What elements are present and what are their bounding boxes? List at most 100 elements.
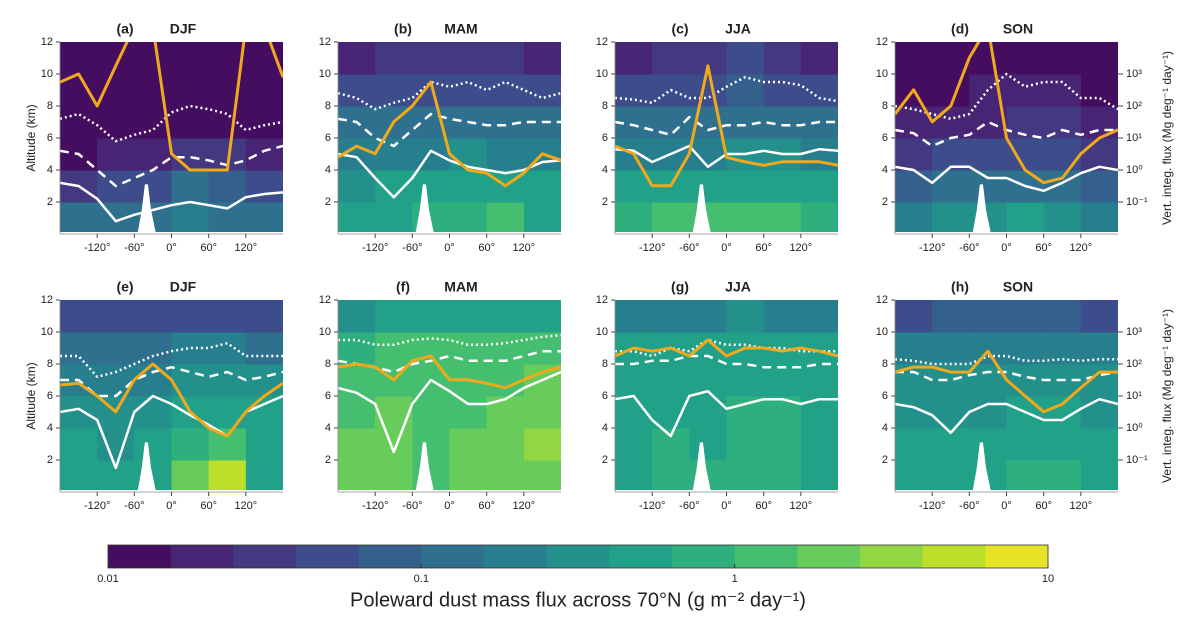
heat-cell xyxy=(208,74,247,107)
x-tick-label: 120° xyxy=(512,242,535,254)
heat-cell xyxy=(652,460,690,492)
altitude-line xyxy=(895,397,1118,435)
colorbar-tick-label: 0.01 xyxy=(97,573,118,585)
heat-cell xyxy=(1043,42,1082,75)
heat-cell xyxy=(615,74,653,107)
y-tick-label: 4 xyxy=(882,164,888,176)
heat-cell xyxy=(895,170,933,203)
x-tick-label: -60° xyxy=(959,242,979,254)
x-tick-label: 60° xyxy=(200,500,217,512)
altitude-line xyxy=(895,165,1118,193)
y-tick-label: 2 xyxy=(602,196,608,208)
heat-cell xyxy=(245,106,283,139)
heat-cell xyxy=(412,74,450,107)
heat-cell xyxy=(932,332,970,365)
y2-axis-label: Vert. integ. flux (Mg deg⁻¹ day⁻¹) xyxy=(1160,51,1174,225)
heat-cell xyxy=(412,138,450,171)
panel-title: SON xyxy=(1003,279,1033,295)
x-tick-label: 0° xyxy=(1001,242,1012,254)
y-tick-label: 6 xyxy=(47,390,53,402)
y-tick-label: 12 xyxy=(876,36,888,48)
y-tick-label: 10 xyxy=(876,68,888,80)
heat-cell xyxy=(523,428,561,461)
panel-title: DJF xyxy=(170,21,197,37)
heat-cell xyxy=(245,428,283,461)
heat-cell xyxy=(1080,202,1118,234)
heat-cell xyxy=(245,396,283,429)
ground xyxy=(60,232,283,234)
heat-cell xyxy=(60,106,98,139)
y2-tick-label: 10¹ xyxy=(1126,390,1142,402)
heat-cell xyxy=(1043,300,1082,333)
heat-cell xyxy=(1006,428,1045,461)
x-tick-label: -120° xyxy=(362,242,388,254)
heat-cell xyxy=(208,300,247,333)
heat-cell xyxy=(412,428,450,461)
heat-cell xyxy=(969,170,1007,203)
flux-line xyxy=(338,354,561,390)
heat-cell xyxy=(932,74,970,107)
heat-cell xyxy=(523,396,561,429)
plot-area xyxy=(60,300,283,492)
x-tick-label: 0° xyxy=(444,242,455,254)
heat-cell xyxy=(800,202,838,234)
heat-cell xyxy=(726,460,765,492)
x-tick-label: 0° xyxy=(721,242,732,254)
x-tick-label: -60° xyxy=(679,500,699,512)
y-tick-label: 12 xyxy=(41,294,53,306)
terrain xyxy=(137,184,157,234)
heat-cell xyxy=(800,396,838,429)
heat-cell xyxy=(1080,460,1118,492)
y2-tick-label: 10⁻¹ xyxy=(1126,454,1148,466)
y-tick-label: 2 xyxy=(325,454,331,466)
heat-cell xyxy=(523,202,561,234)
y-tick-label: 10 xyxy=(41,326,53,338)
panel-label: (d) xyxy=(951,21,969,37)
y-tick-label: 8 xyxy=(882,358,888,370)
heat-cell xyxy=(486,74,525,107)
altitude-line xyxy=(615,115,838,137)
ground xyxy=(338,490,561,492)
heat-cell xyxy=(615,364,653,397)
heat-cell xyxy=(969,300,1007,333)
panel-label: (c) xyxy=(671,21,688,37)
heat-cell xyxy=(763,170,802,203)
heat-cell xyxy=(800,428,838,461)
heat-cell xyxy=(171,428,210,461)
colorbar-label: Poleward dust mass flux across 70°N (g m… xyxy=(350,589,806,611)
colorbar-swatch xyxy=(296,545,360,568)
y-tick-label: 8 xyxy=(47,358,53,370)
heat-cell xyxy=(245,138,283,171)
heat-cell xyxy=(375,428,413,461)
heat-cell xyxy=(449,300,488,333)
colorbar-tick-label: 1 xyxy=(732,573,738,585)
y-tick-label: 4 xyxy=(325,422,331,434)
heat-cell xyxy=(726,202,765,234)
heat-cell xyxy=(615,42,653,75)
colorbar: 0.01 0.1 1 10 Poleward dust mass flux across… xyxy=(97,544,1054,611)
x-tick-label: -60° xyxy=(679,242,699,254)
panel-label: (a) xyxy=(116,21,133,37)
heat-cell xyxy=(652,300,690,333)
heat-cell xyxy=(615,300,653,333)
y2-tick-label: 10⁰ xyxy=(1126,422,1143,434)
terrain xyxy=(415,442,435,492)
heat-cell xyxy=(523,460,561,492)
altitude-line xyxy=(615,354,838,369)
heat-cell xyxy=(486,202,525,234)
heat-cell xyxy=(800,170,838,203)
y-axis-label: Altitude (km) xyxy=(24,104,38,171)
ground xyxy=(895,490,1118,492)
x-tick-label: 60° xyxy=(478,242,495,254)
x-tick-label: 60° xyxy=(755,242,772,254)
y-tick-label: 2 xyxy=(47,454,53,466)
x-tick-label: -120° xyxy=(639,500,665,512)
altitude-line xyxy=(338,149,561,199)
heat-cell xyxy=(1006,42,1045,75)
y-tick-label: 8 xyxy=(47,100,53,112)
plot-area xyxy=(895,300,1118,492)
heat-cell xyxy=(969,396,1007,429)
x-tick-label: 120° xyxy=(234,242,257,254)
heat-cell xyxy=(449,396,488,429)
